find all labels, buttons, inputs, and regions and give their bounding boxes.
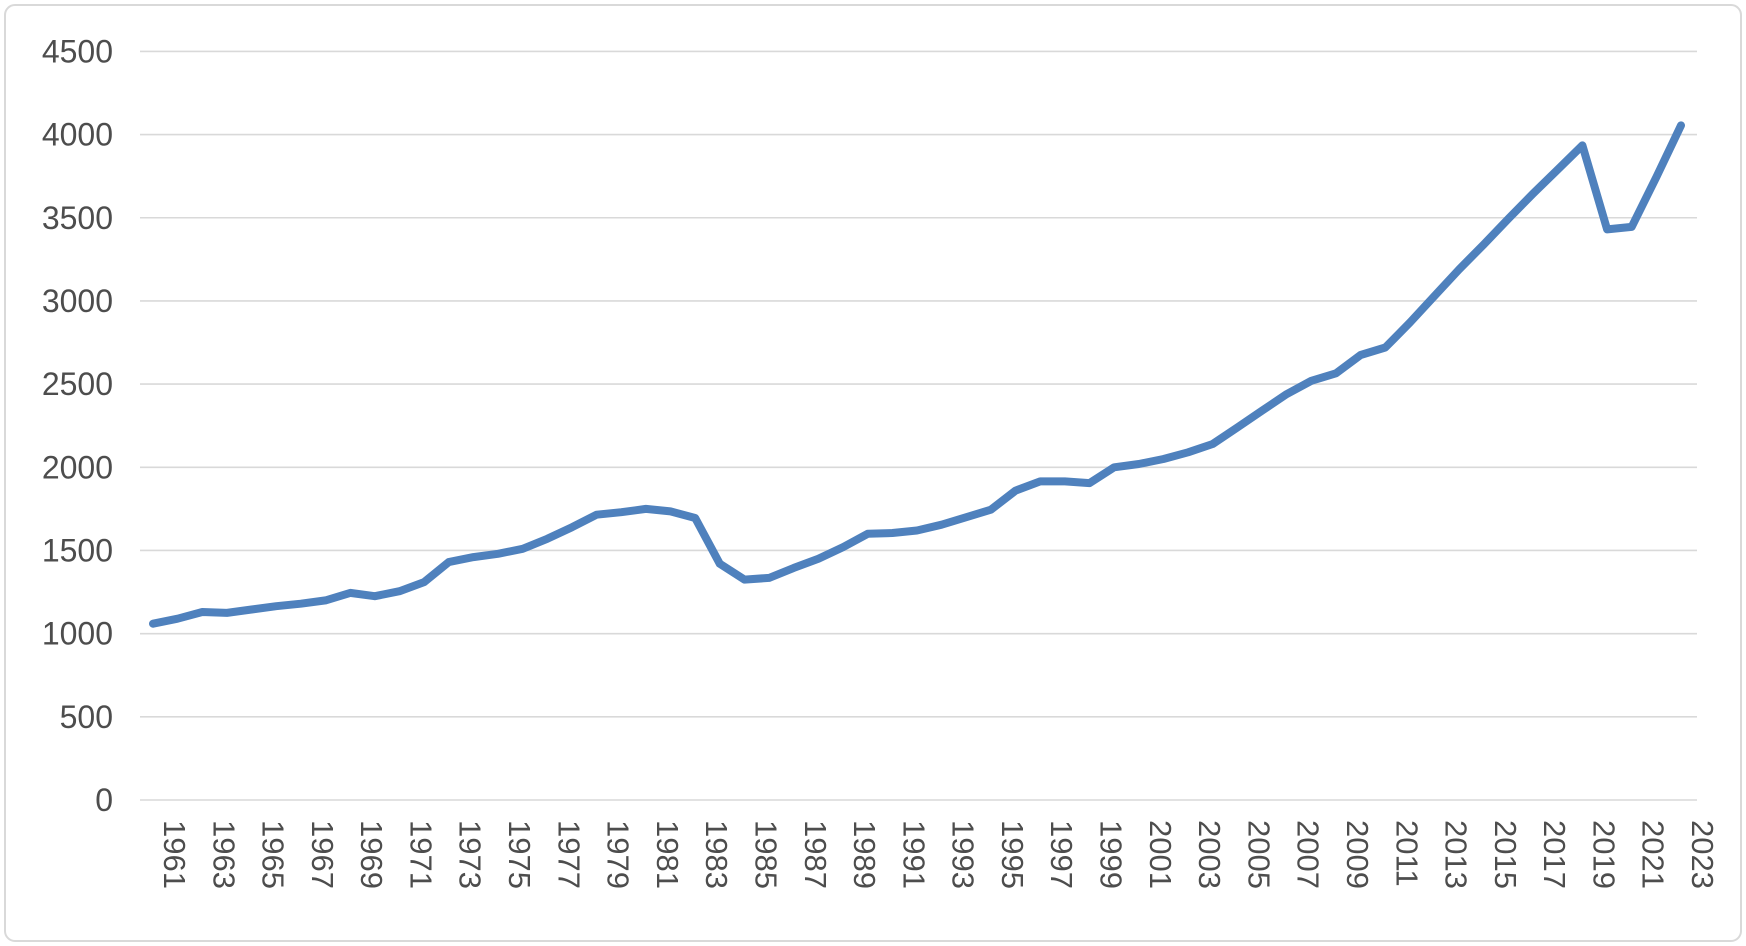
y-axis-tick-label: 3500 [42, 200, 113, 236]
x-axis-tick-label: 2011 [1389, 820, 1424, 887]
y-axis-tick-label: 1500 [42, 532, 113, 568]
y-axis-tick-label: 0 [95, 782, 113, 818]
y-axis-tick-label: 500 [60, 699, 113, 735]
x-axis-tick-label: 1997 [1044, 820, 1079, 889]
y-axis-tick-label: 4000 [42, 117, 113, 153]
x-axis-tick-label: 1973 [453, 820, 488, 889]
x-axis-tick-label: 1977 [551, 820, 586, 889]
data-series-line [149, 121, 1685, 628]
x-axis-tick-label: 1987 [798, 820, 833, 889]
x-axis-tick-label: 2007 [1291, 820, 1326, 889]
x-axis-tick-label: 1983 [699, 820, 734, 889]
x-axis-tick-label: 2019 [1586, 820, 1621, 889]
x-axis-tick-label: 1999 [1094, 820, 1129, 889]
y-axis-tick-label: 4500 [42, 33, 113, 69]
x-axis-tick-label: 1985 [748, 820, 783, 889]
x-axis-tick-label: 1991 [896, 820, 931, 889]
x-axis-tick-label: 2001 [1143, 820, 1178, 889]
x-axis-tick-label: 1989 [847, 820, 882, 889]
y-axis-tick-label: 2000 [42, 449, 113, 485]
x-axis-tick-label: 1969 [354, 820, 389, 889]
x-axis-tick-label: 2013 [1439, 820, 1474, 889]
x-axis-tick-label: 2021 [1636, 820, 1671, 889]
chart-border [4, 4, 1742, 942]
x-axis-tick-label: 1965 [256, 820, 291, 889]
x-axis-tick-label: 1963 [206, 820, 241, 889]
x-axis-tick-label: 2009 [1340, 820, 1375, 889]
x-axis-tick-label: 1961 [157, 820, 192, 889]
x-axis-tick-label: 2023 [1685, 820, 1720, 889]
x-axis-tick-label: 1971 [403, 820, 438, 889]
x-axis-tick-label: 2005 [1241, 820, 1276, 889]
x-axis-tick-label: 1993 [946, 820, 981, 889]
y-axis-tick-label: 1000 [42, 616, 113, 652]
y-axis-tick-label: 2500 [42, 366, 113, 402]
x-axis-tick-label: 1995 [995, 820, 1030, 889]
x-axis-tick-label: 1981 [650, 820, 685, 889]
x-axis-tick-label: 2015 [1488, 820, 1523, 889]
x-axis-tick-label: 2017 [1537, 820, 1572, 889]
x-axis-tick-label: 1967 [305, 820, 340, 889]
x-axis-tick-label: 1979 [601, 820, 636, 889]
x-axis-tick-label: 2003 [1192, 820, 1227, 889]
y-axis-tick-label: 3000 [42, 283, 113, 319]
x-axis-tick-label: 1975 [502, 820, 537, 889]
